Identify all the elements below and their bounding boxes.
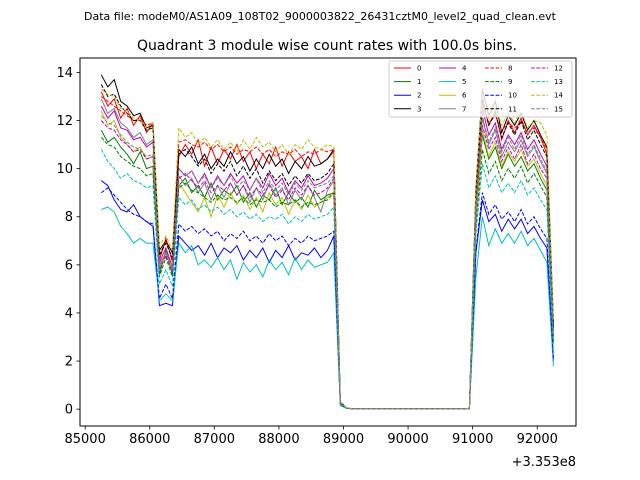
series-line-10 xyxy=(101,187,554,410)
series-line-3 xyxy=(100,74,554,410)
legend-label-3: 3 xyxy=(417,105,421,113)
legend-label-0: 0 xyxy=(417,65,421,73)
legend-label-7: 7 xyxy=(462,105,466,113)
y-tick-label: 0 xyxy=(65,403,73,418)
y-tick-label: 12 xyxy=(56,114,73,129)
x-tick-label: 91000 xyxy=(452,432,493,447)
legend-label-14: 14 xyxy=(554,92,563,100)
series-line-13 xyxy=(100,149,554,410)
series-line-5 xyxy=(101,206,554,410)
y-tick-label: 4 xyxy=(65,306,73,321)
series-line-11 xyxy=(100,84,554,410)
x-tick-label: 89000 xyxy=(323,432,364,447)
legend-label-13: 13 xyxy=(554,78,563,86)
legend-label-15: 15 xyxy=(554,105,563,113)
legend-label-12: 12 xyxy=(554,65,563,73)
legend-label-8: 8 xyxy=(508,65,512,73)
x-tick-label: 85000 xyxy=(64,432,105,447)
data-file-label: Data file: modeM0/AS1A09_108T02_90000038… xyxy=(84,10,557,23)
x-tick-label: 87000 xyxy=(194,432,235,447)
x-axis: 85000 86000 87000 88000 89000 90000 91000 92000 xyxy=(64,426,558,447)
y-tick-label: 10 xyxy=(56,162,73,177)
legend-label-5: 5 xyxy=(462,78,466,86)
series-line-12 xyxy=(100,120,554,410)
x-offset-label: +3.353e8 xyxy=(512,455,576,470)
y-tick-label: 2 xyxy=(65,355,73,370)
legend-label-11: 11 xyxy=(508,105,517,113)
y-tick-label: 6 xyxy=(65,258,73,273)
x-tick-label: 86000 xyxy=(129,432,170,447)
x-tick-label: 90000 xyxy=(387,432,428,447)
legend-label-1: 1 xyxy=(417,78,421,86)
plot-lines xyxy=(100,74,554,410)
series-line-1 xyxy=(100,129,554,410)
series-line-2 xyxy=(101,180,554,410)
plot-frame xyxy=(79,57,577,427)
legend-label-4: 4 xyxy=(462,65,467,73)
y-tick-label: 8 xyxy=(65,210,73,225)
legend-label-9: 9 xyxy=(508,78,512,86)
series-line-15 xyxy=(100,115,554,410)
x-tick-label: 92000 xyxy=(517,432,558,447)
legend-label-10: 10 xyxy=(508,92,517,100)
x-tick-label: 88000 xyxy=(258,432,299,447)
y-axis: 0 2 4 6 8 10 12 14 xyxy=(56,66,80,418)
legend-label-2: 2 xyxy=(417,92,421,100)
legend-label-6: 6 xyxy=(462,92,467,100)
chart-title: Quadrant 3 module wise count rates with … xyxy=(137,38,517,54)
y-tick-label: 14 xyxy=(56,66,73,81)
series-line-9 xyxy=(100,137,554,410)
legend-box xyxy=(388,60,573,118)
